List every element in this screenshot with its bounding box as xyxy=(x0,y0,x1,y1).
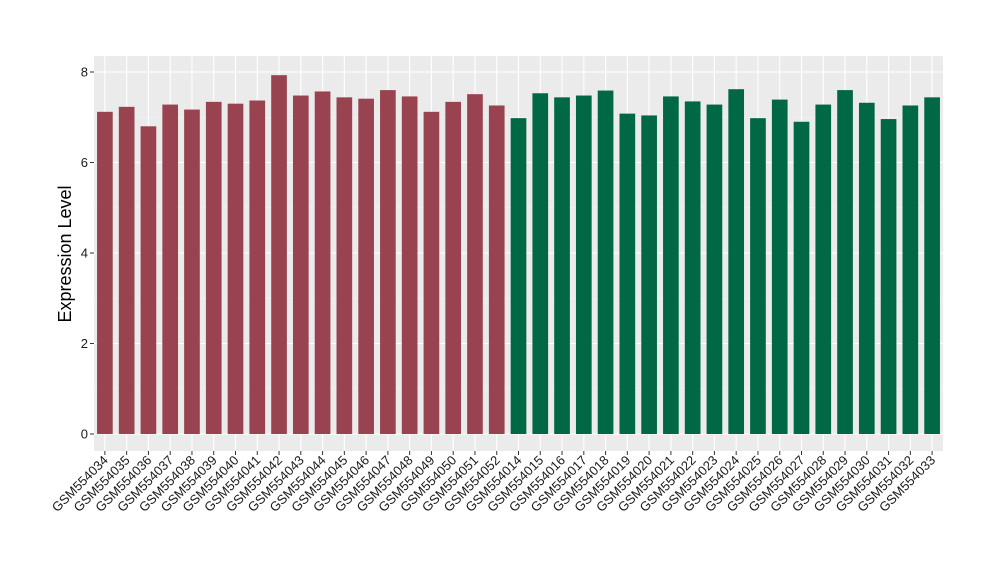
bar-GSM554032 xyxy=(902,105,919,435)
bar-GSM554027 xyxy=(793,121,810,435)
y-axis: 0 2 4 6 8 xyxy=(81,65,94,442)
bar-GSM554043 xyxy=(292,95,309,434)
bar-GSM554044 xyxy=(314,91,331,435)
bar-GSM554039 xyxy=(205,101,222,435)
bar-GSM554045 xyxy=(336,97,353,434)
bar-GSM554014 xyxy=(510,118,527,434)
bar-GSM554049 xyxy=(423,111,440,434)
bar-GSM554047 xyxy=(380,90,396,434)
bar-GSM554024 xyxy=(728,89,745,434)
bar-GSM554016 xyxy=(554,97,570,434)
bar-GSM554034 xyxy=(97,111,113,434)
bar-GSM554028 xyxy=(815,104,832,434)
bar-GSM554052 xyxy=(488,105,505,435)
bar-GSM554042 xyxy=(271,75,287,434)
y-tick-label: 8 xyxy=(81,65,88,80)
y-axis-label: Expression Level xyxy=(55,185,75,322)
y-tick-label: 6 xyxy=(81,155,88,170)
bar-GSM554022 xyxy=(684,101,701,434)
y-tick-label: 2 xyxy=(81,336,88,351)
y-tick-label: 4 xyxy=(81,246,88,261)
bars-group xyxy=(97,75,940,435)
bar-GSM554015 xyxy=(532,93,549,434)
bar-GSM554050 xyxy=(445,101,462,435)
bar-GSM554041 xyxy=(249,100,266,434)
bar-GSM554017 xyxy=(575,95,592,434)
y-tick-label: 0 xyxy=(81,427,88,442)
bar-GSM554031 xyxy=(880,119,897,434)
bar-GSM554030 xyxy=(858,102,875,435)
bar-GSM554051 xyxy=(467,94,483,435)
bar-GSM554037 xyxy=(162,104,179,434)
bar-GSM554021 xyxy=(663,96,679,434)
bar-GSM554025 xyxy=(750,118,766,434)
bar-GSM554023 xyxy=(706,104,723,434)
bar-GSM554026 xyxy=(771,99,788,434)
bar-GSM554018 xyxy=(597,90,614,435)
bar-GSM554033 xyxy=(924,97,940,434)
bar-GSM554036 xyxy=(140,126,157,435)
bar-GSM554040 xyxy=(227,103,244,435)
bar-GSM554048 xyxy=(401,96,418,434)
bar-GSM554035 xyxy=(118,106,135,434)
bar-GSM554046 xyxy=(358,98,374,434)
bar-GSM554019 xyxy=(619,113,636,434)
bar-GSM554020 xyxy=(641,115,657,434)
x-axis: GSM554034GSM554035GSM554036GSM554037GSM5… xyxy=(49,451,938,515)
bar-GSM554038 xyxy=(184,109,200,435)
bar-GSM554029 xyxy=(837,90,853,434)
